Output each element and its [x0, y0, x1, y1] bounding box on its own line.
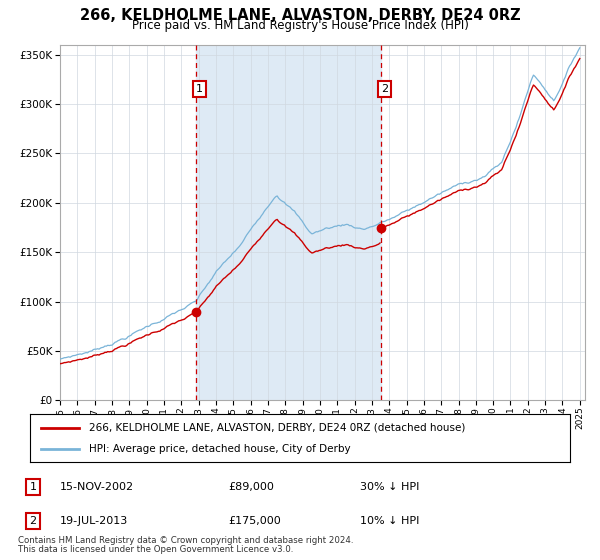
- Text: This data is licensed under the Open Government Licence v3.0.: This data is licensed under the Open Gov…: [18, 545, 293, 554]
- Text: 266, KELDHOLME LANE, ALVASTON, DERBY, DE24 0RZ (detached house): 266, KELDHOLME LANE, ALVASTON, DERBY, DE…: [89, 423, 466, 433]
- Text: 19-JUL-2013: 19-JUL-2013: [60, 516, 128, 526]
- Text: 1: 1: [196, 84, 203, 94]
- Text: 10% ↓ HPI: 10% ↓ HPI: [360, 516, 419, 526]
- Text: £175,000: £175,000: [228, 516, 281, 526]
- Text: Contains HM Land Registry data © Crown copyright and database right 2024.: Contains HM Land Registry data © Crown c…: [18, 536, 353, 545]
- Text: HPI: Average price, detached house, City of Derby: HPI: Average price, detached house, City…: [89, 444, 351, 454]
- Text: 1: 1: [29, 482, 37, 492]
- Text: £89,000: £89,000: [228, 482, 274, 492]
- Bar: [196, 45, 381, 400]
- Text: Price paid vs. HM Land Registry's House Price Index (HPI): Price paid vs. HM Land Registry's House …: [131, 19, 469, 32]
- Text: 2: 2: [29, 516, 37, 526]
- Text: 15-NOV-2002: 15-NOV-2002: [60, 482, 134, 492]
- Text: 2: 2: [381, 84, 388, 94]
- Text: 30% ↓ HPI: 30% ↓ HPI: [360, 482, 419, 492]
- Text: 266, KELDHOLME LANE, ALVASTON, DERBY, DE24 0RZ: 266, KELDHOLME LANE, ALVASTON, DERBY, DE…: [80, 8, 520, 24]
